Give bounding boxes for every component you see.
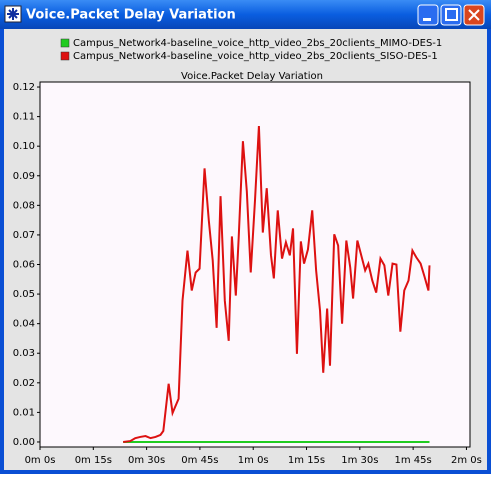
y-tick-label: 0.11 bbox=[13, 112, 35, 123]
legend-swatch bbox=[60, 38, 70, 48]
legend-label: Campus_Network4-baseline_voice_http_vide… bbox=[73, 38, 442, 49]
x-tick-label: 1m 15s bbox=[288, 455, 325, 466]
maximize-glyph bbox=[445, 8, 458, 21]
y-tick-label: 0.04 bbox=[13, 319, 35, 330]
x-tick-label: 2m 0s bbox=[451, 455, 482, 466]
data-line bbox=[123, 126, 431, 443]
close-glyph bbox=[468, 9, 480, 21]
minimize-button[interactable] bbox=[417, 4, 439, 26]
chart-title: Voice.Packet Delay Variation bbox=[181, 71, 323, 82]
y-tick-label: 0.10 bbox=[13, 141, 35, 152]
x-tick-label: 0m 15s bbox=[75, 455, 112, 466]
y-tick-label: 0.01 bbox=[13, 407, 35, 418]
legend-label: Campus_Network4-baseline_voice_http_vide… bbox=[73, 51, 438, 62]
y-tick-label: 0.09 bbox=[13, 171, 35, 182]
y-tick-label: 0.08 bbox=[13, 200, 35, 211]
title-bar bbox=[0, 0, 491, 29]
y-tick-label: 0.02 bbox=[13, 378, 35, 389]
x-tick-label: 0m 45s bbox=[181, 455, 218, 466]
legend-swatch bbox=[60, 51, 70, 61]
y-tick-label: 0.06 bbox=[13, 260, 35, 271]
x-tick-label: 0m 30s bbox=[128, 455, 165, 466]
app-icon-glyph bbox=[7, 8, 19, 20]
y-tick-label: 0.12 bbox=[13, 82, 35, 93]
y-tick-label: 0.00 bbox=[13, 437, 35, 448]
y-tick-label: 0.05 bbox=[13, 289, 35, 300]
minimize-glyph bbox=[423, 18, 431, 21]
x-tick-label: 1m 45s bbox=[395, 455, 432, 466]
plot-area bbox=[39, 81, 471, 448]
window-title: Voice.Packet Delay Variation bbox=[26, 8, 236, 23]
x-tick-label: 1m 30s bbox=[341, 455, 378, 466]
x-tick-label: 1m 0s bbox=[238, 455, 269, 466]
y-tick-label: 0.07 bbox=[13, 230, 35, 241]
x-tick-label: 0m 0s bbox=[25, 455, 56, 466]
y-tick-label: 0.03 bbox=[13, 348, 35, 359]
